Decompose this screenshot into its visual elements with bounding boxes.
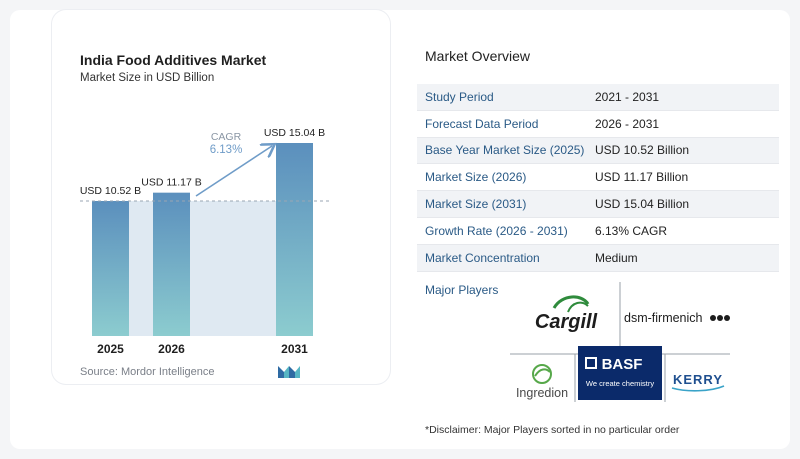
basf-logo: BASF We create chemistry bbox=[578, 346, 662, 400]
overview-row: Market Size (2031) USD 15.04 Billion bbox=[417, 191, 779, 218]
cagr-label: CAGR bbox=[211, 131, 242, 143]
mordor-logo-icon bbox=[278, 366, 300, 378]
overview-row: Forecast Data Period 2026 - 2031 bbox=[417, 111, 779, 138]
overview-row-value: USD 15.04 Billion bbox=[595, 197, 690, 212]
overview-row-value: USD 10.52 Billion bbox=[595, 143, 690, 158]
overview-row-label: Base Year Market Size (2025) bbox=[425, 143, 585, 158]
overview-row-label: Growth Rate (2026 - 2031) bbox=[425, 223, 568, 238]
overview-row: Market Size (2026) USD 11.17 Billion bbox=[417, 164, 779, 192]
overview-row: Base Year Market Size (2025) USD 10.52 Bi… bbox=[417, 137, 779, 165]
overview-row: Study Period 2021 - 2031 bbox=[417, 84, 779, 111]
basf-text: BASF bbox=[602, 356, 643, 373]
disclaimer: *Disclaimer: Major Players sorted in no … bbox=[425, 424, 680, 436]
ingredion-logo: Ingredion bbox=[516, 364, 568, 400]
overview-row-label: Study Period bbox=[425, 89, 494, 104]
bar-2026 bbox=[153, 192, 190, 336]
overview-row-value: Medium bbox=[595, 250, 638, 265]
overview-row-label: Forecast Data Period bbox=[425, 116, 539, 131]
basf-tagline: We create chemistry bbox=[586, 379, 654, 388]
overview-row-label: Market Size (2026) bbox=[425, 170, 527, 185]
overview-row-value: 2026 - 2031 bbox=[595, 116, 660, 131]
overview-row: Growth Rate (2026 - 2031) 6.13% CAGR bbox=[417, 218, 779, 245]
cagr-arrow bbox=[195, 146, 272, 197]
kerry-text: KERRY bbox=[673, 372, 723, 387]
dsm-firmenich-logo: dsm-firmenich bbox=[624, 311, 730, 325]
ingredion-text: Ingredion bbox=[516, 386, 568, 400]
tick-label-2026: 2026 bbox=[158, 342, 185, 356]
cargill-logo: Cargill bbox=[535, 295, 598, 333]
tick-label-2025: 2025 bbox=[97, 342, 124, 356]
bar-2031 bbox=[276, 143, 313, 336]
players-label: Major Players bbox=[425, 283, 499, 297]
overview-row: Market Concentration Medium bbox=[417, 244, 779, 272]
overview-table: Study Period 2021 - 2031 Forecast Data Per… bbox=[417, 84, 779, 272]
data-label-2025: USD 10.52 B bbox=[80, 185, 141, 197]
bar-2025 bbox=[92, 201, 129, 336]
chart-subtitle: Market Size in USD Billion bbox=[80, 72, 215, 84]
players-logo-grid: Cargill dsm-firmenich Ingredion BASF We … bbox=[510, 282, 730, 402]
overview-row-value: 2021 - 2031 bbox=[595, 89, 660, 104]
kerry-logo: KERRY bbox=[671, 372, 725, 392]
cagr-value: 6.13% bbox=[210, 144, 243, 156]
overview-title: Market Overview bbox=[425, 48, 531, 64]
overview-row-label: Market Concentration bbox=[425, 250, 540, 265]
data-label-2026: USD 11.17 B bbox=[141, 177, 202, 189]
source-note: Source: Mordor Intelligence bbox=[80, 366, 215, 378]
chart-title: India Food Additives Market bbox=[80, 52, 267, 68]
overview-row-label: Market Size (2031) bbox=[425, 197, 527, 212]
overview-row-value: 6.13% CAGR bbox=[595, 223, 668, 238]
cargill-text: Cargill bbox=[535, 311, 598, 333]
tick-label-2031: 2031 bbox=[281, 342, 308, 356]
overview-row-value: USD 11.17 Billion bbox=[595, 170, 689, 185]
dsm-firmenich-text: dsm-firmenich bbox=[624, 311, 703, 325]
data-label-2031: USD 15.04 B bbox=[264, 127, 325, 139]
